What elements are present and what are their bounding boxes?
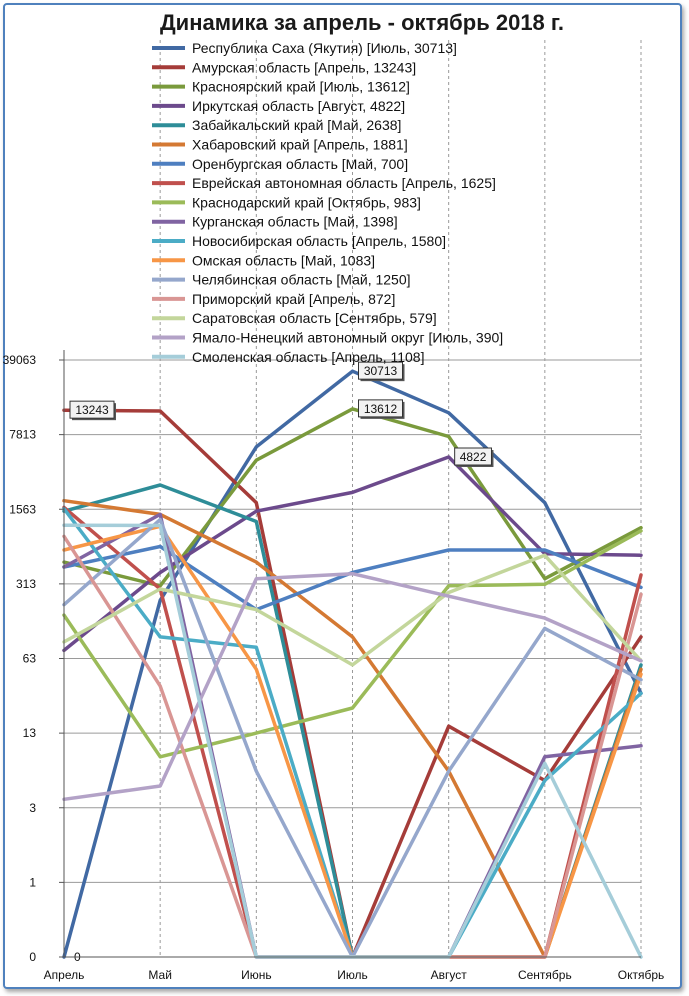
legend-item-16: Смоленская область [Апрель, 1108]	[152, 349, 424, 365]
legend-label: Оренбургская область [Май, 700]	[192, 156, 408, 172]
x-tick-label: Сентябрь	[518, 968, 572, 982]
data-label-box	[358, 399, 403, 418]
legend-item-1: Амурская область [Апрель, 13243]	[152, 59, 416, 75]
legend-label: Челябинская область [Май, 1250]	[192, 272, 411, 288]
y-tick-label: 3	[29, 801, 36, 815]
legend-item-5: Хабаровский край [Апрель, 1881]	[152, 137, 408, 153]
legend-label: Республика Саха (Якутия) [Июль, 30713]	[192, 40, 457, 56]
legend-item-2: Красноярский край [Июль, 13612]	[152, 79, 410, 95]
legend-label: Омская область [Май, 1083]	[192, 252, 375, 268]
legend-label: Иркутская область [Август, 4822]	[192, 98, 405, 114]
x-tick-label: Июнь	[241, 968, 272, 982]
y-tick-label: 39063	[3, 353, 37, 367]
legend-label: Красноярский край [Июль, 13612]	[192, 79, 410, 95]
chart-title: Динамика за апрель - октябрь 2018 г.	[160, 10, 564, 35]
y-tick-label: 0	[29, 950, 36, 964]
data-label-text: 13612	[364, 402, 398, 416]
legend-item-9: Курганская область [Май, 1398]	[152, 214, 398, 230]
x-tick-label: Октябрь	[618, 968, 665, 982]
legend-label: Забайкальский край [Май, 2638]	[192, 117, 401, 133]
legend-item-12: Челябинская область [Май, 1250]	[152, 272, 411, 288]
data-label-2: 13612	[358, 399, 405, 419]
x-tick-label: Август	[431, 968, 468, 982]
x-tick-label: Май	[148, 968, 172, 982]
legend-item-10: Новосибирская область [Апрель, 1580]	[152, 233, 446, 249]
data-label-box	[358, 361, 403, 380]
y-tick-label: 63	[23, 652, 37, 666]
legend-item-4: Забайкальский край [Май, 2638]	[152, 117, 401, 133]
data-label-text: 30713	[364, 364, 398, 378]
y-tick-label: 1563	[9, 502, 36, 516]
legend-label: Смоленская область [Апрель, 1108]	[192, 349, 424, 365]
legend-label: Хабаровский край [Апрель, 1881]	[192, 137, 408, 153]
data-label-box	[454, 447, 492, 466]
y-tick-label: 7813	[9, 428, 36, 442]
data-label-3: 4822	[454, 447, 494, 468]
legend-item-14: Саратовская область [Сентябрь, 579]	[152, 310, 437, 326]
y-tick-label: 13	[23, 726, 37, 740]
series-line-2	[62, 407, 643, 588]
legend: Республика Саха (Якутия) [Июль, 30713] Ам…	[152, 40, 503, 365]
series-line-14	[62, 553, 643, 667]
legend-label: Еврейская автономная область [Апрель, 16…	[192, 175, 496, 191]
data-label-text: 13243	[75, 403, 109, 417]
data-label-0: 13243	[69, 400, 116, 421]
legend-item-11: Омская область [Май, 1083]	[152, 252, 375, 268]
legend-item-0: Республика Саха (Якутия) [Июль, 30713]	[152, 40, 457, 56]
data-label-text: 4822	[460, 450, 487, 464]
legend-label: Курганская область [Май, 1398]	[192, 214, 398, 230]
series-line-8	[62, 529, 643, 759]
legend-item-3: Иркутская область [Август, 4822]	[152, 98, 405, 114]
legend-label: Новосибирская область [Апрель, 1580]	[192, 233, 446, 249]
series-line-15	[62, 571, 643, 802]
legend-item-6: Оренбургская область [Май, 700]	[152, 156, 408, 172]
legend-label: Ямало-Ненецкий автономный округ [Июль, 3…	[192, 330, 503, 346]
legend-label: Приморский край [Апрель, 872]	[192, 291, 395, 307]
legend-item-8: Краснодарский край [Октябрь, 983]	[152, 194, 421, 210]
legend-item-15: Ямало-Ненецкий автономный округ [Июль, 3…	[152, 330, 503, 346]
series-line-0	[62, 369, 643, 959]
x-tick-label: Июль	[337, 968, 368, 982]
y-tick-label: 313	[16, 577, 36, 591]
x-tick-label: Апрель	[44, 968, 85, 982]
data-label-1: 30713	[358, 361, 405, 382]
data-label-box	[69, 400, 115, 419]
y-tick-label: 1	[29, 875, 36, 889]
legend-label: Амурская область [Апрель, 13243]	[192, 59, 416, 75]
legend-item-7: Еврейская автономная область [Апрель, 16…	[152, 175, 496, 191]
legend-label: Краснодарский край [Октябрь, 983]	[192, 194, 421, 210]
legend-item-13: Приморский край [Апрель, 872]	[152, 291, 395, 307]
legend-label: Саратовская область [Сентябрь, 579]	[192, 310, 437, 326]
